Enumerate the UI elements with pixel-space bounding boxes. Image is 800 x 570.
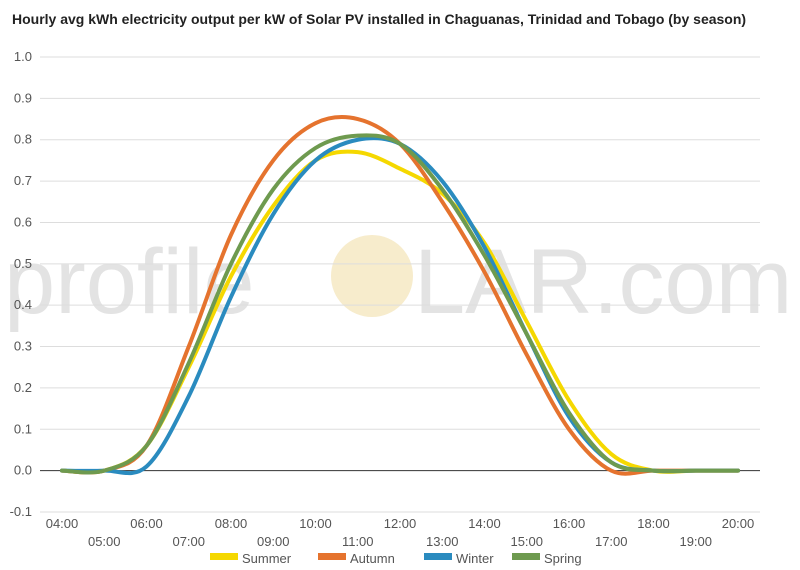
x-tick-label: 10:00: [299, 516, 332, 531]
y-tick-label: 0.5: [14, 256, 32, 271]
x-tick-label: 11:00: [342, 534, 374, 549]
y-tick-label: 0.7: [14, 173, 32, 188]
legend-label-winter: Winter: [456, 551, 494, 566]
legend: Summer Autumn Winter Spring: [210, 551, 582, 566]
x-tick-label: 19:00: [679, 534, 712, 549]
legend-swatch-winter: [424, 553, 452, 560]
x-tick-label: 16:00: [553, 516, 586, 531]
y-tick-label: -0.1: [10, 504, 32, 519]
x-tick-label: 15:00: [510, 534, 543, 549]
x-tick-label: 09:00: [257, 534, 290, 549]
x-tick-label: 13:00: [426, 534, 459, 549]
watermark-sun-icon: [331, 235, 413, 317]
x-axis: 04:00 05:00 06:00 07:00 08:00 09:00 10:00 11:00…: [46, 516, 755, 549]
legend-swatch-spring: [512, 553, 540, 560]
legend-label-autumn: Autumn: [350, 551, 395, 566]
x-tick-label: 17:00: [595, 534, 628, 549]
y-tick-label: 0.2: [14, 380, 32, 395]
x-tick-label: 08:00: [215, 516, 248, 531]
y-tick-label: 0.0: [14, 463, 32, 478]
y-tick-label: 1.0: [14, 49, 32, 64]
watermark: profile LAR.com: [4, 231, 792, 333]
x-tick-label: 12:00: [384, 516, 417, 531]
y-tick-label: 0.8: [14, 132, 32, 147]
y-tick-label: 0.6: [14, 214, 32, 229]
legend-swatch-autumn: [318, 553, 346, 560]
y-tick-label: 0.4: [14, 297, 32, 312]
x-tick-label: 14:00: [468, 516, 501, 531]
x-tick-label: 04:00: [46, 516, 79, 531]
watermark-right-text: LAR.com: [414, 231, 792, 333]
x-tick-label: 20:00: [722, 516, 755, 531]
legend-swatch-summer: [210, 553, 238, 560]
x-tick-label: 05:00: [88, 534, 121, 549]
x-tick-label: 18:00: [637, 516, 670, 531]
watermark-left-text: profile: [4, 231, 255, 333]
chart-title: Hourly avg kWh electricity output per kW…: [12, 11, 747, 27]
y-tick-label: 0.9: [14, 90, 32, 105]
x-tick-label: 06:00: [130, 516, 163, 531]
x-tick-label: 07:00: [172, 534, 205, 549]
y-tick-label: 0.1: [14, 421, 32, 436]
legend-label-spring: Spring: [544, 551, 582, 566]
series-line-spring: [60, 133, 740, 475]
grid: [40, 56, 760, 513]
legend-label-summer: Summer: [242, 551, 292, 566]
y-axis: -0.1 0.0 0.1 0.2 0.3 0.4 0.5 0.6 0.7 0.8 0.9 1.0: [10, 49, 32, 519]
y-tick-label: 0.3: [14, 339, 32, 354]
series-lines: [60, 115, 740, 476]
